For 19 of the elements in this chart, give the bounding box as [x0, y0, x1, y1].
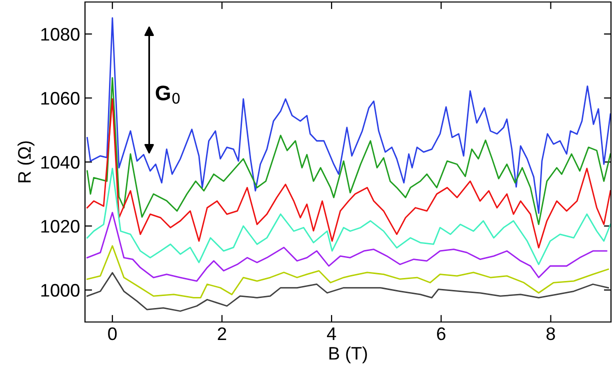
y-tick-label: 1080 [41, 28, 80, 41]
y-tick-label: 1020 [41, 220, 80, 233]
annotation: G$_{0}$ [156, 86, 180, 104]
x-axis-title: B (T) [329, 346, 367, 364]
line-series [86, 77, 611, 226]
x-tick-label: 2 [218, 327, 226, 340]
x-tick-label: 8 [546, 327, 555, 340]
x-tick-label: 6 [437, 327, 446, 340]
x-tick-label: 4 [326, 328, 336, 340]
y-tick-label: 1040 [41, 156, 80, 169]
line-series [86, 212, 608, 282]
x-tick-label: 0 [108, 327, 117, 340]
y-tick-label: 1000 [41, 284, 80, 297]
line-series [86, 272, 609, 312]
line-series [86, 168, 611, 266]
line-series [86, 245, 609, 298]
y-tick-label: 1060 [41, 92, 80, 105]
line-series [86, 17, 611, 214]
y-axis-title: R (Ω) [18, 141, 34, 182]
